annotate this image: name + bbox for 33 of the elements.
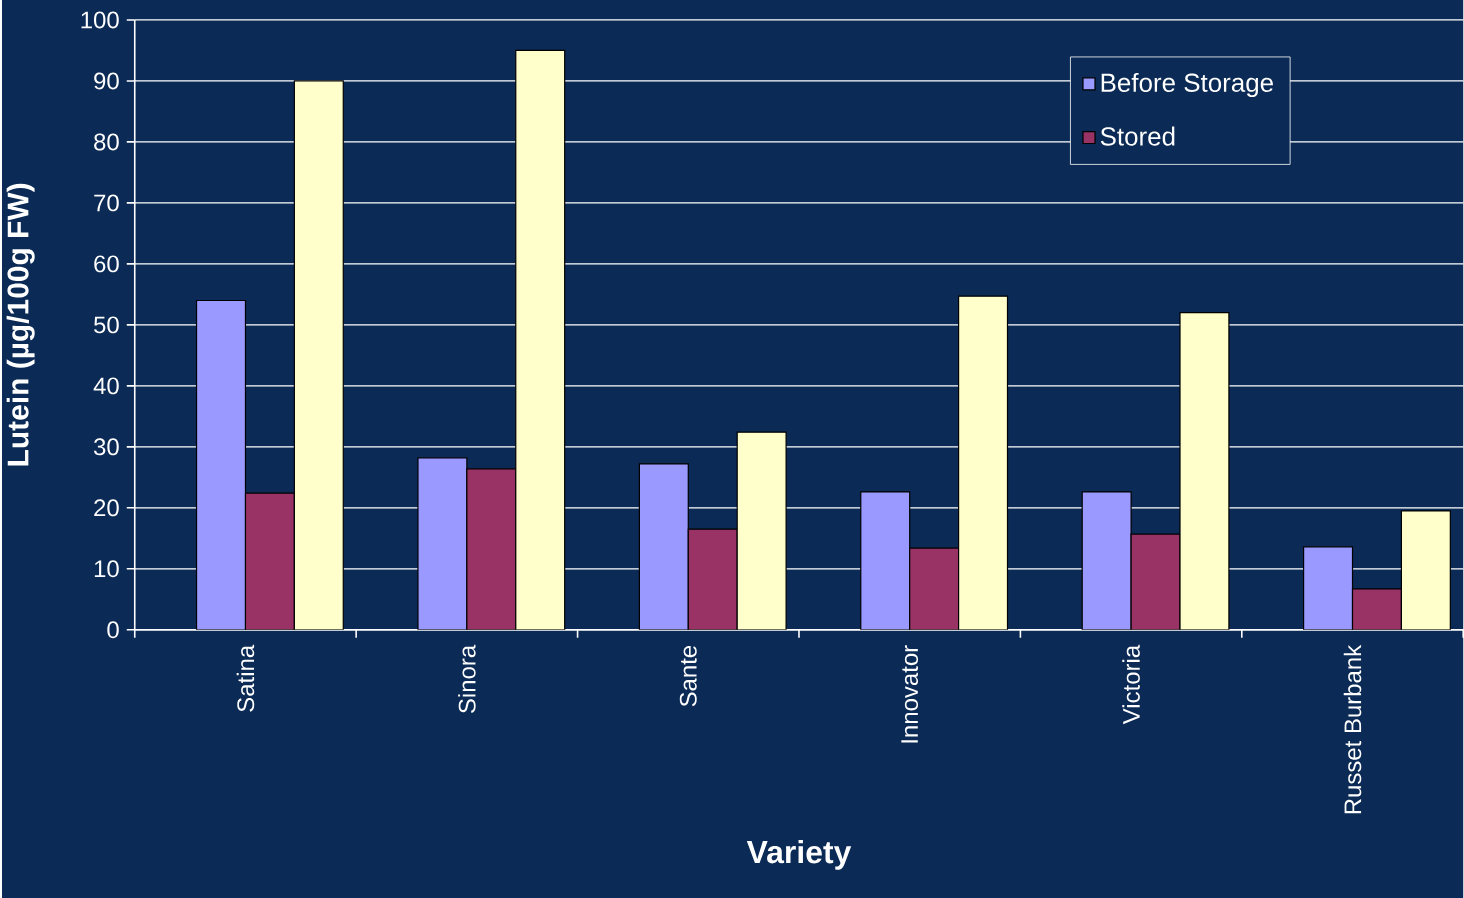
bar: [958, 295, 1009, 630]
y-tick-label: 70: [94, 194, 119, 212]
bar: [417, 457, 468, 630]
bar: [1179, 311, 1230, 630]
x-tick-label: Sante: [679, 645, 697, 707]
y-tick-label: 10: [94, 560, 119, 578]
x-tick-label: Russet Burbank: [1343, 644, 1362, 814]
y-tick-label: 0: [107, 621, 119, 639]
bar: [736, 431, 787, 630]
bar: [1081, 491, 1132, 630]
y-tick-label: 40: [93, 377, 119, 395]
bar: [195, 299, 247, 630]
y-axis-title: Lutein (µg/100g FW): [6, 183, 35, 466]
y-tick-label: 80: [94, 133, 119, 151]
x-tick-label: Sinora: [458, 644, 476, 713]
legend-label: Stored: [1100, 126, 1175, 146]
y-tick-label: 90: [94, 72, 119, 90]
bar: [515, 49, 566, 630]
y-tick-label: 100: [81, 11, 119, 29]
legend-label: Before Storage: [1101, 72, 1273, 97]
bar: [638, 463, 689, 630]
y-tick-label: 20: [94, 499, 119, 517]
bar: [293, 80, 344, 630]
x-tick-label: Innovator: [901, 645, 919, 743]
x-axis-title: Variety: [746, 839, 852, 870]
bar: [1400, 510, 1451, 630]
y-tick-label: 60: [94, 255, 119, 273]
bar: [1303, 546, 1354, 630]
y-tick-label: 30: [93, 438, 119, 456]
x-tick-label: Victoria: [1122, 644, 1140, 725]
y-tick-label: 50: [94, 316, 119, 334]
x-tick-label: Satina: [236, 644, 255, 712]
bar: [860, 491, 911, 630]
